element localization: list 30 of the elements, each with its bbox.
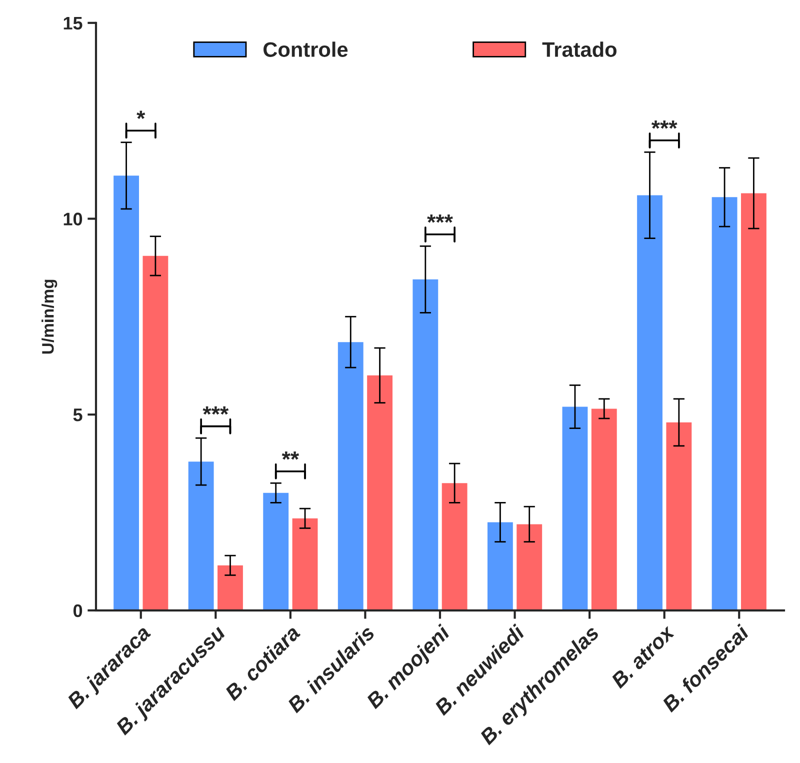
- data-label: ***: [202, 406, 229, 415]
- bar: [367, 375, 393, 610]
- bar: [591, 408, 617, 610]
- bar: [263, 492, 289, 610]
- bar: [741, 193, 766, 610]
- y-tick-label: 5: [73, 408, 82, 422]
- bar: [218, 565, 243, 610]
- bar: [562, 406, 588, 610]
- bar: [637, 195, 662, 610]
- bar: [142, 256, 168, 610]
- data-label: ***: [651, 120, 678, 129]
- bar: [487, 522, 513, 610]
- y-tick-label: 15: [64, 17, 82, 30]
- legend-label: Controle: [264, 42, 348, 57]
- legend-label: Tratado: [542, 42, 616, 57]
- bar: [338, 342, 364, 610]
- bar: [188, 462, 214, 610]
- data-label: **: [282, 451, 300, 460]
- y-tick-label: 10: [64, 212, 82, 226]
- bar: [712, 197, 738, 610]
- bar: [292, 518, 318, 610]
- bar: [442, 483, 468, 610]
- bar: [114, 176, 139, 610]
- data-label: *: [136, 110, 146, 119]
- bar: [412, 279, 438, 610]
- y-axis-title: U/min/mg: [42, 280, 58, 354]
- bar: [516, 524, 542, 610]
- y-tick-label: 0: [73, 604, 82, 618]
- data-label: ***: [427, 214, 453, 223]
- bar: [666, 422, 692, 610]
